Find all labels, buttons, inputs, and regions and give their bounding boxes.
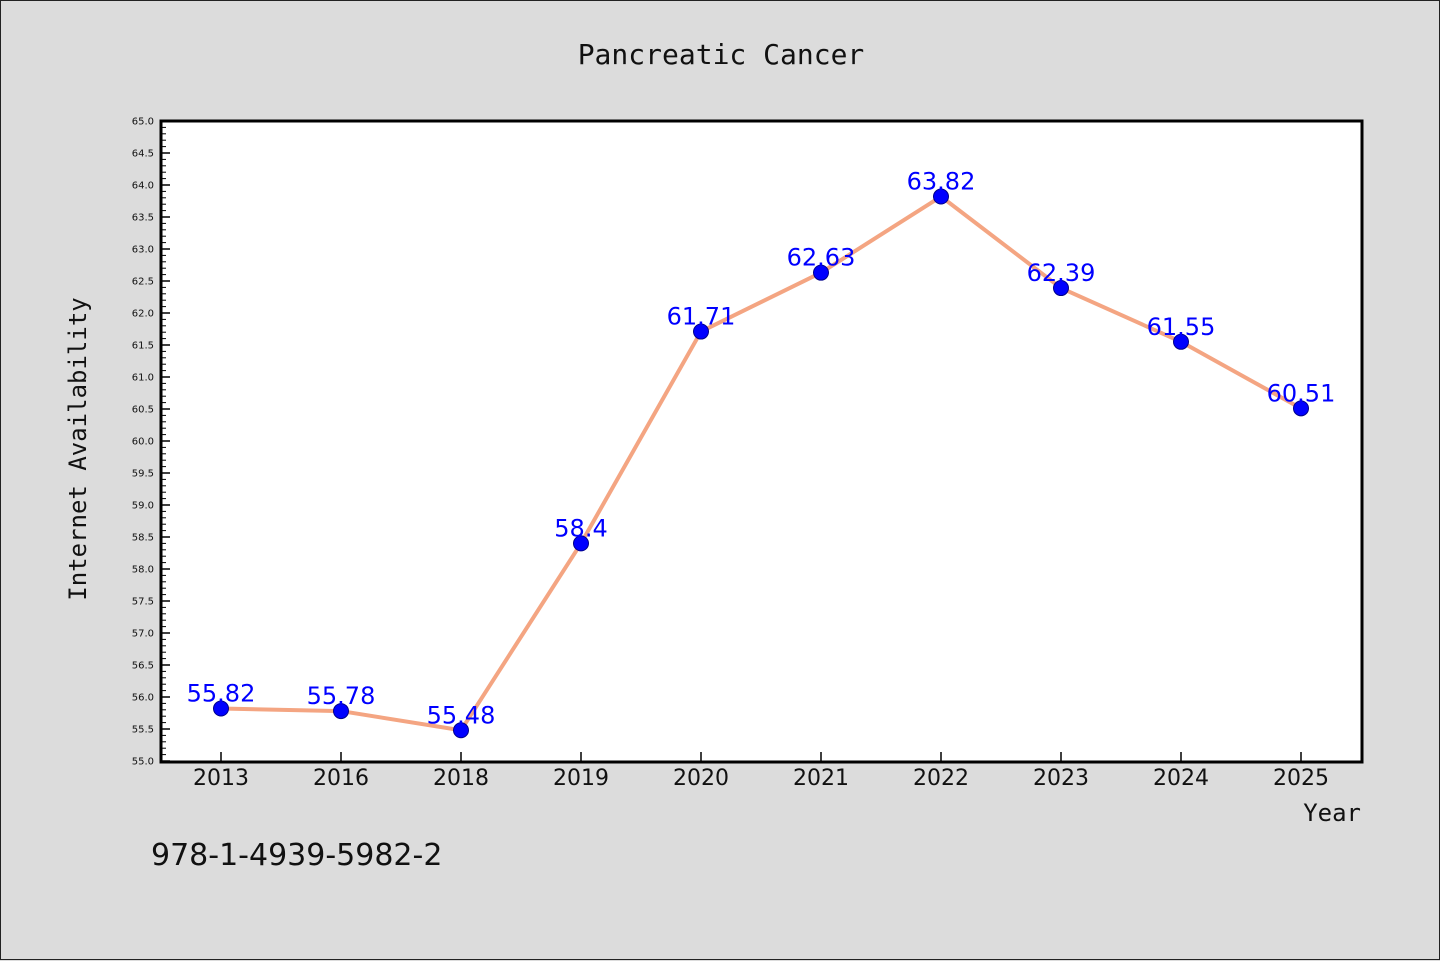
x-tick-label: 2016 <box>313 766 369 791</box>
y-tick-label: 57.5 <box>132 597 154 608</box>
y-tick-label: 63.5 <box>132 213 154 224</box>
y-tick-label: 64.0 <box>132 181 154 192</box>
data-label: 55.78 <box>307 682 376 710</box>
x-tick-label: 2023 <box>1033 766 1089 791</box>
y-tick-label: 59.5 <box>132 469 154 480</box>
x-tick-label: 2022 <box>913 766 969 791</box>
data-label: 61.71 <box>667 303 736 331</box>
y-axis-label: Internet Availability <box>64 297 92 600</box>
data-point <box>213 700 229 717</box>
y-tick-label: 56.5 <box>132 661 154 672</box>
y-tick-label: 58.0 <box>132 565 154 576</box>
x-axis-label: Year <box>1303 799 1361 827</box>
series-markers <box>213 188 1309 739</box>
chart-title: Pancreatic Cancer <box>578 38 865 71</box>
data-label: 55.48 <box>427 701 496 729</box>
data-point <box>693 323 709 340</box>
x-tick-label: 2019 <box>553 766 609 791</box>
y-tick-label: 64.5 <box>132 149 154 160</box>
x-tick-label: 2013 <box>193 766 249 791</box>
y-tick-label: 57.0 <box>132 629 154 640</box>
data-point <box>813 264 829 281</box>
y-tick-label: 56.0 <box>132 693 154 704</box>
x-tick-label: 2024 <box>1153 766 1209 791</box>
series-line <box>220 194 1302 733</box>
x-axis: 2013 2016 2018 2019 2020 2021 2022 2023 2024 2025 <box>193 752 1329 791</box>
y-axis: 55.0 55.5 56.0 56.5 57.0 57.5 58.0 58.5 59.0 59.5… <box>132 117 170 768</box>
x-tick-label: 2021 <box>793 766 849 791</box>
data-point <box>1053 280 1069 297</box>
y-tick-label: 58.5 <box>132 533 154 544</box>
y-tick-label: 61.0 <box>132 373 154 384</box>
x-tick-label: 2025 <box>1273 766 1329 791</box>
y-tick-label: 62.0 <box>132 309 154 320</box>
data-point <box>453 722 469 739</box>
data-point <box>1173 333 1189 350</box>
x-tick-label: 2020 <box>673 766 729 791</box>
data-labels: 55.82 55.78 55.48 58.4 61.71 62.63 63.82 62.39 6… <box>187 168 1336 730</box>
y-tick-label: 61.5 <box>132 341 154 352</box>
y-tick-label: 60.0 <box>132 437 154 448</box>
y-tick-label: 59.0 <box>132 501 154 512</box>
data-label: 60.51 <box>1267 379 1336 407</box>
y-tick-label: 55.5 <box>132 725 154 736</box>
data-label: 63.82 <box>907 168 976 196</box>
data-point <box>1293 400 1309 417</box>
y-tick-label: 63.0 <box>132 245 154 256</box>
y-tick-label: 55.0 <box>132 757 154 768</box>
y-tick-label: 62.5 <box>132 277 154 288</box>
data-label: 62.63 <box>787 244 856 272</box>
data-label: 62.39 <box>1027 259 1096 287</box>
plot-area <box>159 119 1364 764</box>
data-point <box>333 703 349 720</box>
data-label: 61.55 <box>1147 313 1216 341</box>
data-point <box>933 188 949 205</box>
data-point <box>573 535 589 552</box>
data-label: 55.82 <box>187 680 256 708</box>
isbn-footer: 978-1-4939-5982-2 <box>151 838 442 873</box>
y-tick-label: 65.0 <box>132 117 154 128</box>
y-tick-label: 60.5 <box>132 405 154 416</box>
x-tick-label: 2018 <box>433 766 489 791</box>
data-label: 58.4 <box>554 514 607 542</box>
